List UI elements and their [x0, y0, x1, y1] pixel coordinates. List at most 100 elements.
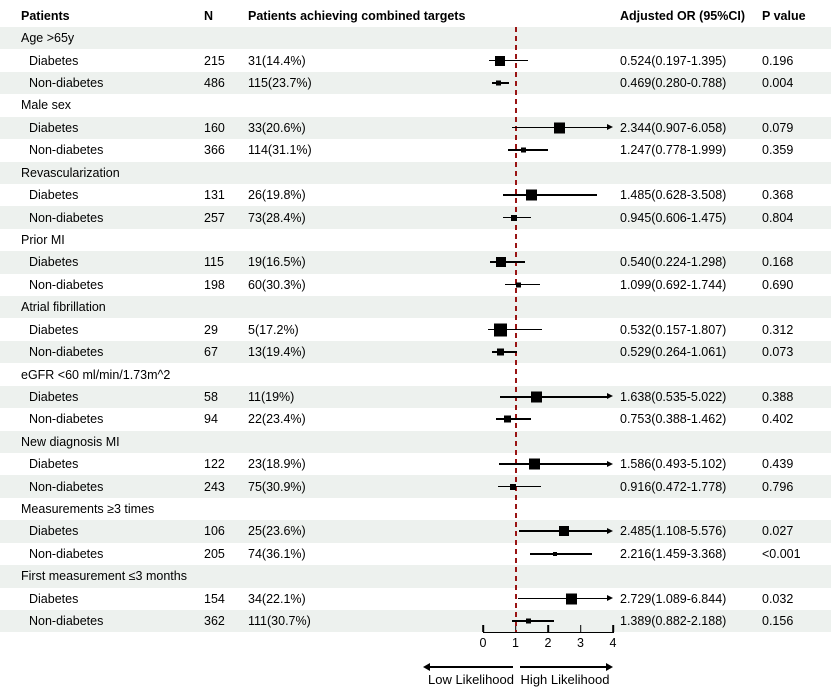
- group-label: Prior MI: [21, 233, 65, 247]
- row-p-value: 0.079: [762, 120, 794, 135]
- col-header-n: N: [204, 8, 214, 23]
- row-p-value: 0.168: [762, 255, 794, 270]
- row-p-value: 0.368: [762, 188, 794, 203]
- row-p-value: 0.073: [762, 345, 794, 360]
- row-n-value: 215: [204, 53, 225, 68]
- odds-ratio-marker: [495, 257, 506, 268]
- row-achieving-value: 11(19%): [248, 389, 295, 404]
- row-achieving-value: 13(19.4%): [248, 345, 306, 360]
- ci-clipped-arrowhead: [606, 527, 613, 534]
- row-n-value: 154: [204, 591, 225, 606]
- row-or-ci-text: 1.099(0.692-1.744): [620, 277, 727, 292]
- row-label: Non-diabetes: [29, 143, 104, 158]
- odds-ratio-marker: [496, 348, 504, 356]
- row-p-value: 0.004: [762, 76, 794, 91]
- confidence-interval-line: [490, 261, 526, 264]
- group-header-row: Revascularization: [0, 161, 831, 184]
- row-or-ci-text: 2.216(1.459-3.368): [620, 546, 727, 561]
- group-header-row: New diagnosis MI: [0, 430, 831, 454]
- col-header-achieving: Patients achieving combined targets: [248, 8, 466, 23]
- row-achieving-value: 75(30.9%): [248, 479, 306, 494]
- axis-tick-label: 0: [479, 636, 487, 650]
- row-label: Diabetes: [29, 53, 79, 68]
- row-or-ci-text: 0.469(0.280-0.788): [620, 76, 727, 91]
- odds-ratio-marker: [510, 214, 517, 221]
- low-likelihood-label: Low Likelihood: [427, 672, 514, 687]
- row-n-value: 366: [204, 143, 225, 158]
- col-header-patients: Patients: [21, 8, 70, 23]
- row-label: Non-diabetes: [29, 210, 104, 225]
- confidence-interval-line: [491, 351, 518, 353]
- row-n-value: 257: [204, 210, 225, 225]
- table-header-row: Patients N Patients achieving combined t…: [0, 4, 831, 27]
- confidence-interval-line: [502, 216, 531, 219]
- row-or-ci-text: 0.945(0.606-1.475): [620, 210, 727, 225]
- row-achieving-value: 33(20.6%): [248, 120, 306, 135]
- confidence-interval-line: [505, 283, 540, 286]
- odds-ratio-marker: [530, 391, 542, 403]
- row-label: Diabetes: [29, 322, 79, 337]
- row-label: Non-diabetes: [29, 546, 104, 561]
- table-row: Non-diabetes 198 60(30.3%) 1.099(0.692-1…: [0, 274, 831, 296]
- row-achieving-value: 22(23.4%): [248, 412, 306, 427]
- confidence-interval-line: [503, 194, 597, 196]
- row-or-ci-text: 0.529(0.264-1.061): [620, 345, 727, 360]
- row-label: Diabetes: [29, 591, 79, 606]
- odds-ratio-marker: [509, 483, 516, 490]
- table-row: Diabetes 106 25(23.6%) 2.485(1.108-5.576…: [0, 520, 831, 543]
- group-label: eGFR <60 ml/min/1.73m^2: [21, 367, 171, 382]
- row-or-ci-text: 0.753(0.388-1.462): [620, 412, 727, 427]
- high-likelihood-label: High Likelihood: [520, 672, 610, 687]
- table-row: Diabetes 115 19(16.5%) 0.540(0.224-1.298…: [0, 251, 831, 274]
- row-achieving-value: 73(28.4%): [248, 210, 306, 225]
- odds-ratio-marker: [566, 593, 578, 605]
- ci-clipped-arrowhead: [606, 595, 613, 602]
- row-n-value: 29: [204, 322, 218, 337]
- row-or-ci-text: 1.247(0.778-1.999): [620, 143, 727, 158]
- col-header-adjusted-or: Adjusted OR (95%CI): [620, 8, 746, 23]
- row-p-value: 0.402: [762, 412, 794, 427]
- table-row: Non-diabetes 67 13(19.4%) 0.529(0.264-1.…: [0, 340, 831, 364]
- group-header-row: Prior MI: [0, 229, 831, 251]
- row-achieving-value: 115(23.7%): [248, 76, 312, 91]
- row-p-value: 0.032: [762, 591, 794, 606]
- row-or-ci-text: 2.485(1.108-5.576): [620, 524, 727, 539]
- group-label: Male sex: [21, 98, 72, 113]
- odds-ratio-marker: [529, 458, 541, 470]
- row-p-value: 0.388: [762, 389, 794, 404]
- confidence-interval-line: [511, 620, 555, 622]
- row-or-ci-text: 2.729(1.089-6.844): [620, 591, 727, 606]
- row-achieving-value: 114(31.1%): [248, 143, 312, 158]
- group-label: Age >65y: [21, 31, 75, 46]
- row-achieving-value: 31(14.4%): [248, 53, 306, 68]
- row-achieving-value: 5(17.2%): [248, 322, 299, 337]
- group-label: Revascularization: [21, 165, 120, 180]
- row-or-ci-text: 1.586(0.493-5.102): [620, 457, 727, 472]
- row-p-value: 0.359: [762, 143, 794, 158]
- odds-ratio-marker: [493, 323, 507, 337]
- odds-ratio-marker: [558, 526, 569, 537]
- row-label: Diabetes: [29, 457, 79, 472]
- axis-tick-label: 3: [577, 636, 584, 650]
- group-label: Measurements ≥3 times: [21, 502, 155, 517]
- row-label: Diabetes: [29, 255, 79, 270]
- row-p-value: 0.804: [762, 210, 794, 225]
- row-label: Non-diabetes: [29, 76, 104, 91]
- row-n-value: 160: [204, 120, 225, 135]
- row-n-value: 131: [204, 188, 225, 203]
- row-or-ci-text: 0.540(0.224-1.298): [620, 255, 727, 270]
- row-achieving-value: 25(23.6%): [248, 524, 306, 539]
- x-axis-line: [483, 631, 614, 634]
- row-n-value: 198: [204, 277, 225, 292]
- axis-tick-label: 2: [544, 636, 552, 650]
- confidence-interval-line: [495, 418, 531, 420]
- confidence-interval-line: [500, 395, 607, 398]
- group-header-row: Male sex: [0, 94, 831, 116]
- high-likelihood-arrow: [520, 663, 613, 670]
- forest-table: Patients N Patients achieving combined t…: [0, 4, 831, 633]
- axis-tick: [482, 625, 484, 632]
- group-header-row: eGFR <60 ml/min/1.73m^2: [0, 363, 831, 385]
- confidence-interval-line: [530, 552, 593, 555]
- row-label: Diabetes: [29, 524, 79, 539]
